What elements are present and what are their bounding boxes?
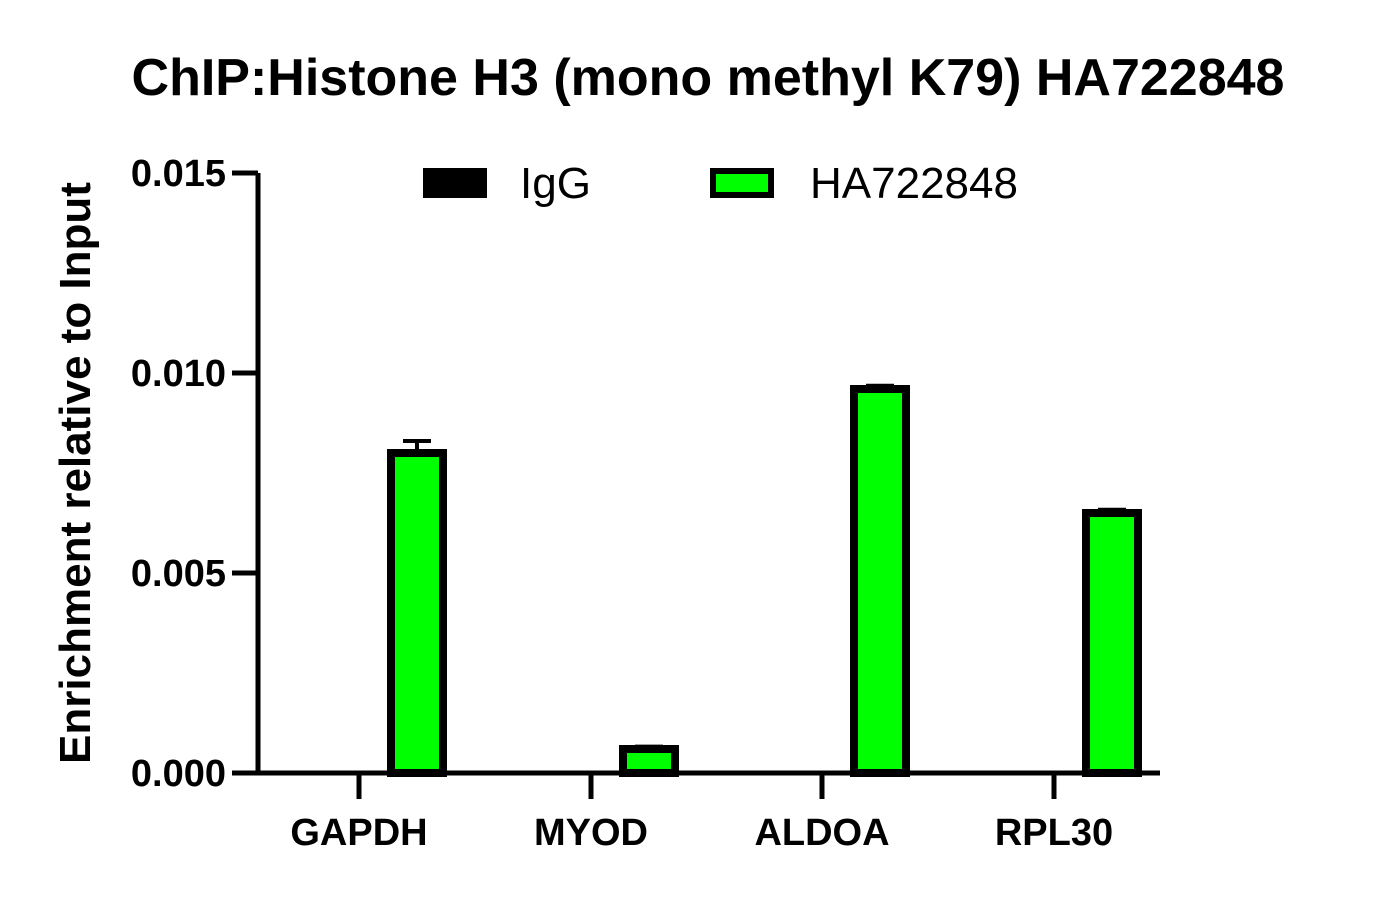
bar-ha722848 <box>1082 509 1142 777</box>
x-tick-label: ALDOA <box>754 812 889 854</box>
legend-label-ha722848: HA722848 <box>810 159 1018 208</box>
y-tick-label: 0.015 <box>131 153 226 195</box>
bar-ha722848 <box>387 449 447 777</box>
legend-label-igg: IgG <box>520 159 591 208</box>
plot-area: 0.000 0.005 0.010 0.015 GAPDH MYOD ALDOA RPL30 <box>131 153 1160 854</box>
y-tick-label: 0.010 <box>131 353 226 395</box>
bar-igg <box>507 771 559 773</box>
x-tick-label: GAPDH <box>290 812 427 854</box>
legend: IgG HA722848 <box>423 159 1018 208</box>
x-tick-label: MYOD <box>534 812 648 854</box>
y-axis-label: Enrichment relative to Input <box>51 182 100 764</box>
x-tick-label: RPL30 <box>995 812 1113 854</box>
legend-swatch-igg <box>423 168 487 198</box>
bar-igg <box>275 771 327 773</box>
bar-ha722848 <box>619 745 679 777</box>
legend-swatch-ha722848 <box>710 168 774 198</box>
chart-title: ChIP:Histone H3 (mono methyl K79) HA7228… <box>132 49 1285 107</box>
bar-igg <box>738 771 790 773</box>
bar-igg <box>970 771 1022 773</box>
y-tick-label: 0.000 <box>131 753 226 795</box>
y-tick-label: 0.005 <box>131 553 226 595</box>
bar-ha722848 <box>850 385 910 777</box>
